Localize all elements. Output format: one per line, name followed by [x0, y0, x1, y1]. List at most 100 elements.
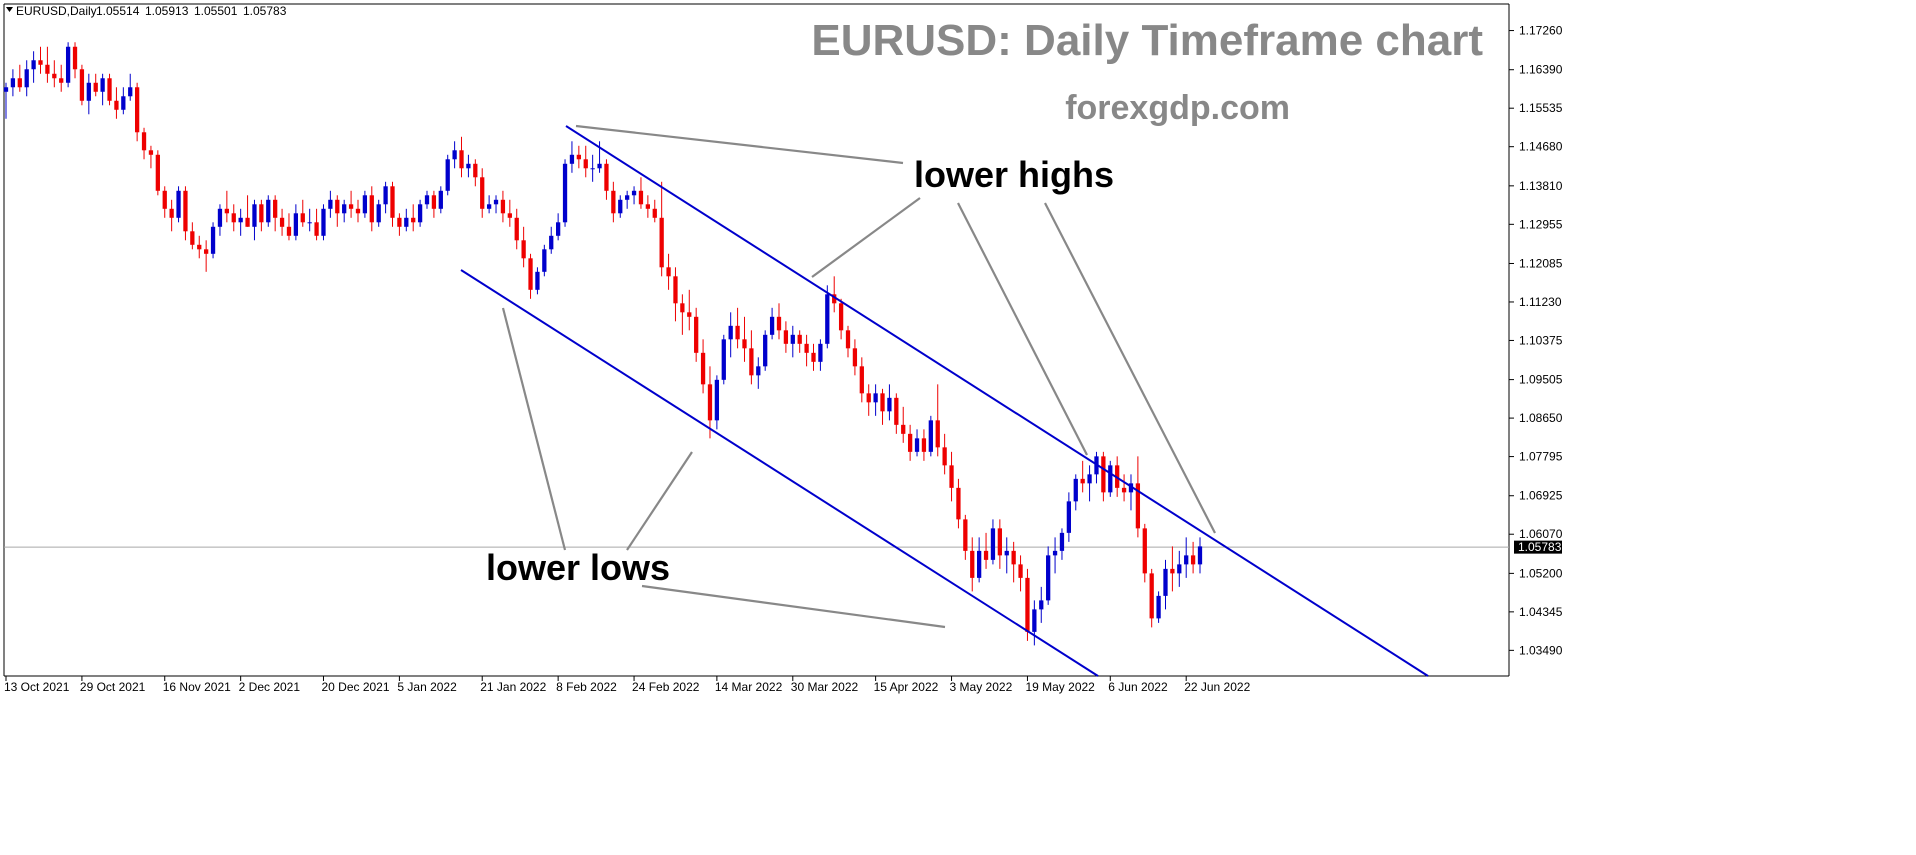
candle-body: [473, 163, 478, 178]
time-axis[interactable]: 13 Oct 2021 29 Oct 2021 16 Nov 2021 2 Dec 2…: [4, 676, 1251, 694]
candle: [742, 316, 747, 362]
candle: [1025, 568, 1030, 641]
candle-body: [569, 154, 575, 164]
price-tick-label: 1.08650: [1519, 411, 1563, 425]
candle-body: [694, 316, 699, 353]
pointer-line: [501, 307, 567, 551]
header-close: 1.05783: [243, 4, 287, 18]
pointer-line: [626, 451, 693, 551]
candle: [1163, 559, 1168, 610]
price-tick-label: 1.04345: [1519, 605, 1563, 619]
candle-body: [921, 438, 927, 452]
candle: [694, 307, 699, 362]
candle: [148, 145, 154, 169]
candle-body: [65, 46, 71, 83]
candle-body: [625, 195, 630, 200]
candle-body: [1059, 532, 1065, 551]
candle-body: [604, 163, 609, 191]
candle-body: [1018, 564, 1023, 578]
candle: [631, 186, 637, 205]
candle-body: [1046, 555, 1051, 601]
candle: [224, 190, 229, 223]
candle-body: [942, 447, 947, 466]
candle: [880, 388, 885, 425]
candle-body: [583, 159, 588, 169]
candle: [763, 330, 768, 371]
candle: [728, 312, 733, 358]
time-tick-label: 19 May 2022: [1025, 680, 1095, 694]
candle-body: [93, 82, 98, 92]
candle-body: [252, 204, 257, 227]
candle: [431, 190, 437, 218]
candle: [625, 190, 630, 209]
candle-body: [728, 325, 733, 340]
candle: [942, 433, 947, 475]
candle-body: [38, 60, 43, 65]
candle-body: [949, 465, 954, 488]
time-tick-label: 3 May 2022: [950, 680, 1013, 694]
candle-body: [1004, 550, 1009, 556]
candle: [542, 244, 547, 277]
candle-body: [486, 204, 492, 209]
candle: [956, 478, 961, 529]
candle-body: [197, 244, 202, 250]
candle-body: [114, 100, 119, 110]
candle: [445, 154, 450, 196]
upper-channel-line[interactable]: [565, 125, 1429, 677]
candle: [473, 159, 478, 187]
pointer-line: [575, 124, 904, 165]
time-tick-label: 14 Mar 2022: [715, 680, 783, 694]
candle-body: [1080, 478, 1085, 484]
candle-body: [507, 213, 512, 218]
candle-body: [155, 154, 160, 191]
candle-body: [707, 384, 713, 421]
candle: [818, 339, 823, 371]
candle-body: [273, 199, 278, 218]
candle-body: [1177, 564, 1182, 574]
candle: [114, 87, 119, 119]
price-axis[interactable]: 1.17260 1.16390 1.15535 1.14680 1.13810 1.129…: [1509, 24, 1563, 658]
candle-body: [680, 303, 685, 313]
candle: [638, 177, 644, 209]
candle: [714, 375, 720, 430]
candle-body: [224, 208, 229, 214]
candle-body: [390, 186, 395, 218]
candle: [169, 199, 174, 232]
candle-body: [742, 339, 747, 349]
candle: [549, 226, 554, 254]
lower-channel-line[interactable]: [460, 269, 1099, 677]
candle-body: [887, 397, 892, 412]
time-tick-label: 30 Mar 2022: [791, 680, 859, 694]
candle-body: [217, 208, 223, 227]
candle-body: [983, 550, 989, 560]
candle: [466, 154, 471, 178]
candle-body: [914, 438, 920, 452]
price-tick-label: 1.12085: [1519, 256, 1563, 270]
candle: [72, 42, 78, 79]
brand-watermark: forexgdp.com: [1065, 89, 1290, 127]
candle-body: [210, 226, 216, 254]
candle-body: [183, 190, 188, 232]
candle: [348, 190, 354, 218]
candle-body: [576, 154, 581, 160]
lower-lows-label: lower lows: [486, 547, 670, 588]
candle-body: [231, 213, 236, 223]
candle-body: [1170, 568, 1175, 574]
candle: [832, 276, 837, 313]
candle-body: [1066, 501, 1072, 533]
candle: [155, 150, 160, 196]
pointer-line: [1044, 202, 1216, 534]
candle-body: [852, 348, 858, 367]
candle-body: [1032, 609, 1037, 632]
candle: [825, 285, 830, 349]
candle-body: [321, 208, 326, 236]
price-tick-label: 1.15535: [1519, 101, 1563, 115]
candle-body: [880, 393, 885, 412]
candle: [1046, 546, 1051, 605]
candle: [355, 199, 361, 223]
header-dropdown-icon[interactable]: [6, 7, 13, 12]
candle: [555, 213, 561, 241]
candle: [997, 519, 1002, 569]
